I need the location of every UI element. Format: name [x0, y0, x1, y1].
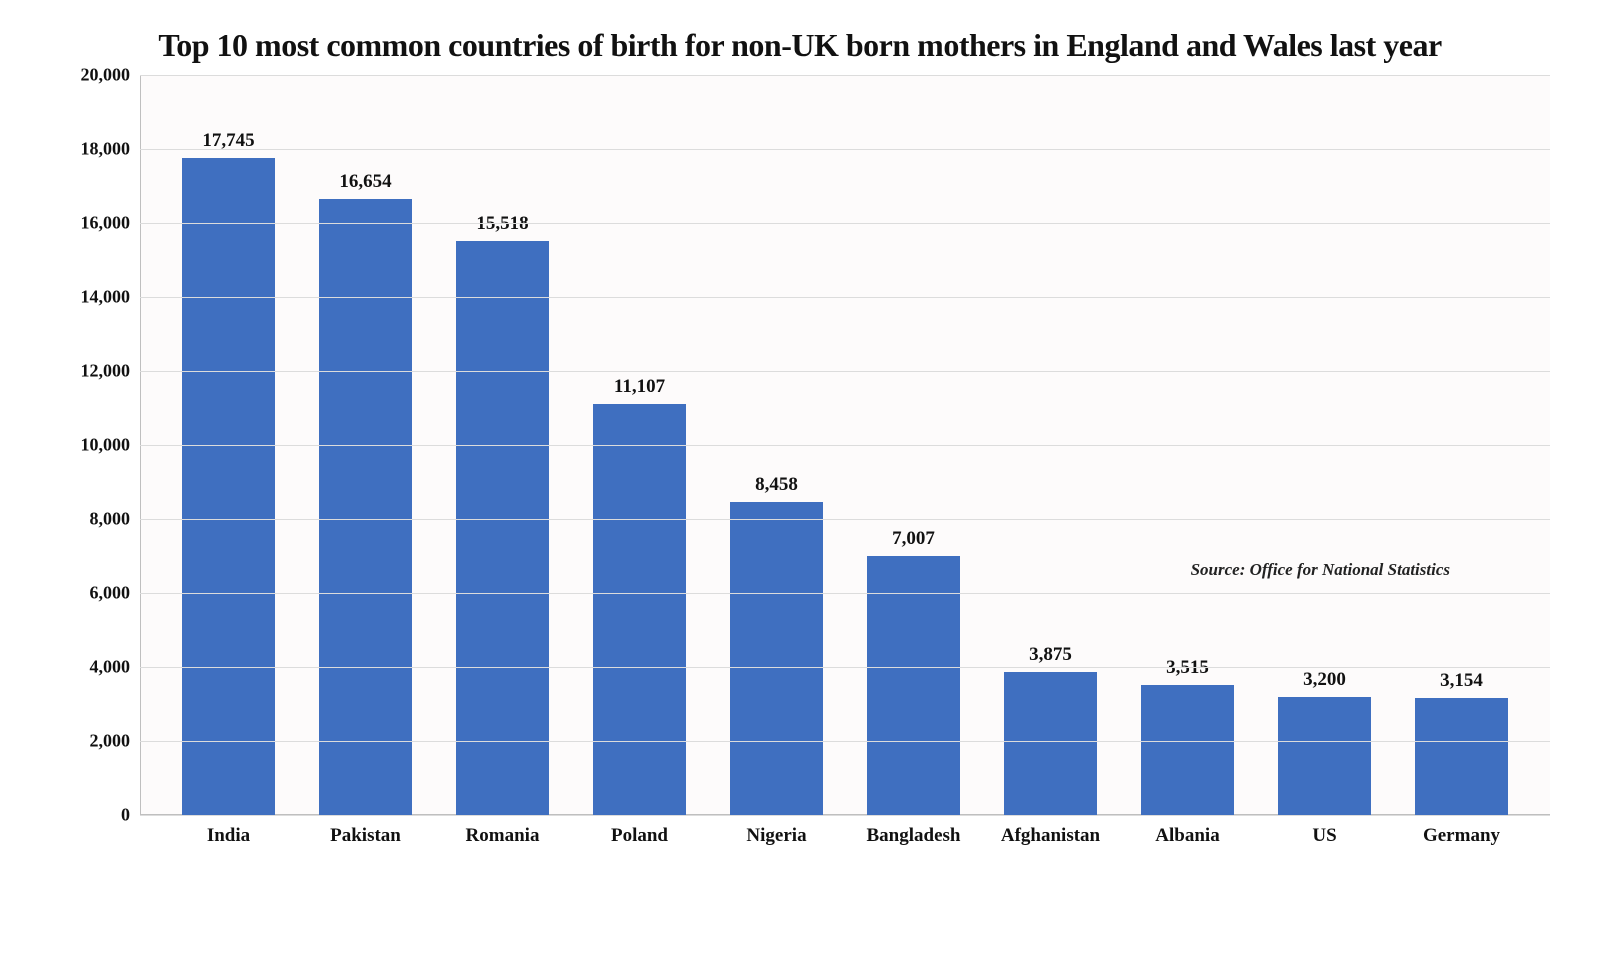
chart-title: Top 10 most common countries of birth fo…: [150, 25, 1450, 65]
x-axis-labels: IndiaPakistanRomaniaPolandNigeriaBanglad…: [140, 815, 1550, 875]
gridline: [140, 297, 1550, 298]
bar: 3,515: [1141, 685, 1234, 815]
plot-region: 17,745 16,654 15,518 11,107 8,458 7,007 3,875 3…: [140, 75, 1550, 815]
y-axis-label: 8,000: [90, 509, 141, 530]
bar-value-label: 11,107: [614, 376, 665, 404]
x-axis-label: Poland: [571, 815, 708, 875]
x-axis-label: India: [160, 815, 297, 875]
bar: 16,654: [319, 199, 412, 815]
gridline: [140, 371, 1550, 372]
bar: 7,007: [867, 556, 960, 815]
x-axis-label: US: [1256, 815, 1393, 875]
bar: 3,875: [1004, 672, 1097, 815]
bar: 3,154: [1415, 698, 1508, 815]
bar-value-label: 15,518: [476, 213, 528, 241]
x-axis-label: Romania: [434, 815, 571, 875]
gridline: [140, 519, 1550, 520]
bar-value-label: 17,745: [202, 130, 254, 158]
source-note: Source: Office for National Statistics: [1191, 560, 1450, 580]
gridline: [140, 149, 1550, 150]
y-axis-label: 16,000: [81, 213, 141, 234]
plot-area: 17,745 16,654 15,518 11,107 8,458 7,007 3,875 3…: [40, 75, 1560, 875]
bar-value-label: 7,007: [892, 528, 935, 556]
x-axis-label: Bangladesh: [845, 815, 982, 875]
y-axis-label: 2,000: [90, 731, 141, 752]
y-axis-label: 14,000: [81, 287, 141, 308]
bar: 17,745: [182, 158, 275, 815]
y-axis-label: 12,000: [81, 361, 141, 382]
gridline: [140, 75, 1550, 76]
x-axis-label: Pakistan: [297, 815, 434, 875]
bar-value-label: 3,154: [1440, 670, 1483, 698]
y-axis-label: 20,000: [81, 65, 141, 86]
bar: 8,458: [730, 502, 823, 815]
y-axis-label: 18,000: [81, 139, 141, 160]
gridline: [140, 593, 1550, 594]
bar: 3,200: [1278, 697, 1371, 815]
bar-value-label: 3,200: [1303, 669, 1346, 697]
gridline: [140, 741, 1550, 742]
gridline: [140, 223, 1550, 224]
gridline: [140, 445, 1550, 446]
y-axis-label: 0: [121, 805, 140, 826]
x-axis-label: Albania: [1119, 815, 1256, 875]
y-axis-label: 4,000: [90, 657, 141, 678]
x-axis-label: Afghanistan: [982, 815, 1119, 875]
y-axis-label: 6,000: [90, 583, 141, 604]
bar-value-label: 8,458: [755, 474, 798, 502]
bar-value-label: 16,654: [339, 171, 391, 199]
x-axis-label: Nigeria: [708, 815, 845, 875]
gridline: [140, 667, 1550, 668]
bar-value-label: 3,515: [1166, 657, 1209, 685]
chart-container: Top 10 most common countries of birth fo…: [0, 0, 1600, 961]
bar: 15,518: [456, 241, 549, 815]
bar: 11,107: [593, 404, 686, 815]
y-axis-label: 10,000: [81, 435, 141, 456]
x-axis-label: Germany: [1393, 815, 1530, 875]
